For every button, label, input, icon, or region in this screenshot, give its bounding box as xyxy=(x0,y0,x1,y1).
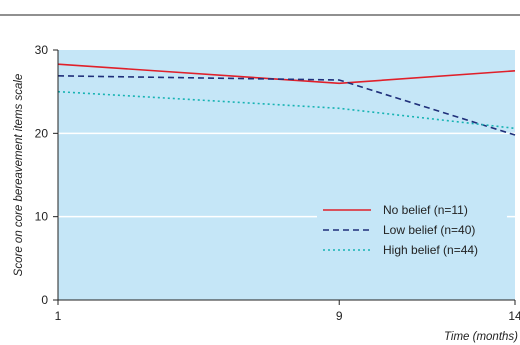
y-tick-label: 30 xyxy=(35,43,49,57)
x-axis-label: Time (months) xyxy=(444,331,518,343)
y-tick-label: 0 xyxy=(41,293,48,307)
tick-labels: 0 10 20 30 1 9 14 xyxy=(35,43,520,323)
y-axis-label: Score on core bereavement items scale xyxy=(13,74,25,277)
x-tick-label: 9 xyxy=(336,309,343,323)
series-lines xyxy=(57,63,516,136)
x-tick-label: 14 xyxy=(508,309,520,323)
legend: No belief (n=11) Low belief (n=40) High be… xyxy=(317,196,507,270)
legend-label-2: Low belief (n=40) xyxy=(383,223,475,237)
legend-box xyxy=(317,196,507,270)
axes xyxy=(53,49,516,305)
y-tick-label: 10 xyxy=(35,210,49,224)
legend-label-1: No belief (n=11) xyxy=(383,203,468,217)
legend-label-3: High belief (n=44) xyxy=(383,243,478,257)
series-line-2 xyxy=(57,75,516,136)
y-tick-label: 20 xyxy=(35,126,49,140)
series-line-1 xyxy=(57,63,516,85)
x-tick-label: 1 xyxy=(55,309,62,323)
series-line-3 xyxy=(57,90,516,130)
